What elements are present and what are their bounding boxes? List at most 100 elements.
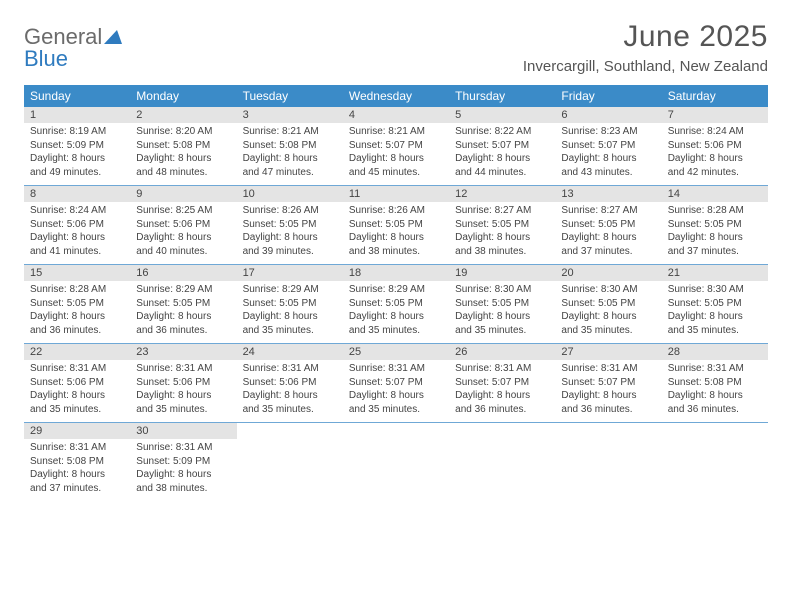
day-body: Sunrise: 8:21 AMSunset: 5:07 PMDaylight:…: [343, 123, 449, 185]
sunset-text: Sunset: 5:08 PM: [136, 139, 230, 153]
day-header-sun: Sunday: [24, 85, 130, 107]
sunset-text: Sunset: 5:05 PM: [136, 297, 230, 311]
day-number: 30: [130, 423, 236, 439]
sunset-text: Sunset: 5:05 PM: [243, 218, 337, 232]
daylight-text: Daylight: 8 hours and 36 minutes.: [136, 310, 230, 337]
daylight-text: Daylight: 8 hours and 36 minutes.: [30, 310, 124, 337]
sunset-text: Sunset: 5:06 PM: [136, 218, 230, 232]
day-body: Sunrise: 8:23 AMSunset: 5:07 PMDaylight:…: [555, 123, 661, 185]
day-header-wed: Wednesday: [343, 85, 449, 107]
day-number: 25: [343, 344, 449, 360]
daylight-text: Daylight: 8 hours and 36 minutes.: [455, 389, 549, 416]
day-cell: 19Sunrise: 8:30 AMSunset: 5:05 PMDayligh…: [449, 265, 555, 343]
day-number: 18: [343, 265, 449, 281]
day-header-sat: Saturday: [662, 85, 768, 107]
day-number: 16: [130, 265, 236, 281]
week-row: 15Sunrise: 8:28 AMSunset: 5:05 PMDayligh…: [24, 265, 768, 344]
day-body: Sunrise: 8:31 AMSunset: 5:06 PMDaylight:…: [24, 360, 130, 422]
daylight-text: Daylight: 8 hours and 35 minutes.: [243, 310, 337, 337]
daylight-text: Daylight: 8 hours and 36 minutes.: [668, 389, 762, 416]
day-body: Sunrise: 8:24 AMSunset: 5:06 PMDaylight:…: [662, 123, 768, 185]
day-header-tue: Tuesday: [237, 85, 343, 107]
sunrise-text: Sunrise: 8:28 AM: [668, 204, 762, 218]
day-number: 5: [449, 107, 555, 123]
daylight-text: Daylight: 8 hours and 37 minutes.: [561, 231, 655, 258]
sunrise-text: Sunrise: 8:20 AM: [136, 125, 230, 139]
sunset-text: Sunset: 5:07 PM: [349, 376, 443, 390]
day-body: Sunrise: 8:31 AMSunset: 5:09 PMDaylight:…: [130, 439, 236, 501]
sunrise-text: Sunrise: 8:30 AM: [668, 283, 762, 297]
day-cell: 18Sunrise: 8:29 AMSunset: 5:05 PMDayligh…: [343, 265, 449, 343]
daylight-text: Daylight: 8 hours and 35 minutes.: [349, 389, 443, 416]
day-cell: 25 Sunrise: 8:31 AMSunset: 5:07 PMDayligh…: [343, 344, 449, 422]
logo: General Blue: [24, 26, 122, 70]
sunrise-text: Sunrise: 8:31 AM: [561, 362, 655, 376]
day-number: 10: [237, 186, 343, 202]
day-number: 13: [555, 186, 661, 202]
day-number: 7: [662, 107, 768, 123]
sunset-text: Sunset: 5:07 PM: [455, 376, 549, 390]
day-number: 14: [662, 186, 768, 202]
daylight-text: Daylight: 8 hours and 35 minutes.: [30, 389, 124, 416]
sunset-text: Sunset: 5:09 PM: [30, 139, 124, 153]
sunrise-text: Sunrise: 8:31 AM: [455, 362, 549, 376]
day-body: Sunrise: 8:24 AMSunset: 5:06 PMDaylight:…: [24, 202, 130, 264]
daylight-text: Daylight: 8 hours and 37 minutes.: [30, 468, 124, 495]
day-body: Sunrise: 8:30 AMSunset: 5:05 PMDaylight:…: [662, 281, 768, 343]
day-number: 21: [662, 265, 768, 281]
sunset-text: Sunset: 5:08 PM: [668, 376, 762, 390]
day-body: Sunrise: 8:29 AMSunset: 5:05 PMDaylight:…: [237, 281, 343, 343]
day-body: Sunrise: 8:26 AMSunset: 5:05 PMDaylight:…: [343, 202, 449, 264]
sunrise-text: Sunrise: 8:28 AM: [30, 283, 124, 297]
day-body: Sunrise: 8:29 AMSunset: 5:05 PMDaylight:…: [343, 281, 449, 343]
day-cell: 8Sunrise: 8:24 AMSunset: 5:06 PMDaylight…: [24, 186, 130, 264]
day-body: Sunrise: 8:31 AMSunset: 5:08 PMDaylight:…: [662, 360, 768, 422]
sunrise-text: Sunrise: 8:26 AM: [243, 204, 337, 218]
day-number: 19: [449, 265, 555, 281]
sunrise-text: Sunrise: 8:27 AM: [455, 204, 549, 218]
sunrise-text: Sunrise: 8:31 AM: [243, 362, 337, 376]
day-cell: 10 Sunrise: 8:26 AMSunset: 5:05 PMDayligh…: [237, 186, 343, 264]
sunrise-text: Sunrise: 8:26 AM: [349, 204, 443, 218]
daylight-text: Daylight: 8 hours and 35 minutes.: [349, 310, 443, 337]
sunset-text: Sunset: 5:09 PM: [136, 455, 230, 469]
day-cell: 30Sunrise: 8:31 AMSunset: 5:09 PMDayligh…: [130, 423, 236, 501]
sunrise-text: Sunrise: 8:31 AM: [349, 362, 443, 376]
daylight-text: Daylight: 8 hours and 42 minutes.: [668, 152, 762, 179]
day-body: Sunrise: 8:30 AMSunset: 5:05 PMDaylight:…: [449, 281, 555, 343]
day-header-mon: Monday: [130, 85, 236, 107]
sunset-text: Sunset: 5:05 PM: [668, 297, 762, 311]
day-number: 29: [24, 423, 130, 439]
day-cell: 27Sunrise: 8:31 AMSunset: 5:07 PMDayligh…: [555, 344, 661, 422]
day-cell: 13Sunrise: 8:27 AMSunset: 5:05 PMDayligh…: [555, 186, 661, 264]
day-number: 11: [343, 186, 449, 202]
sunrise-text: Sunrise: 8:31 AM: [30, 362, 124, 376]
day-cell: 1Sunrise: 8:19 AMSunset: 5:09 PMDaylight…: [24, 107, 130, 185]
day-cell: 20Sunrise: 8:30 AMSunset: 5:05 PMDayligh…: [555, 265, 661, 343]
day-body: Sunrise: 8:30 AMSunset: 5:05 PMDaylight:…: [555, 281, 661, 343]
day-body: Sunrise: 8:31 AMSunset: 5:06 PMDaylight:…: [237, 360, 343, 422]
week-row: 29Sunrise: 8:31 AMSunset: 5:08 PMDayligh…: [24, 423, 768, 501]
day-cell: 29Sunrise: 8:31 AMSunset: 5:08 PMDayligh…: [24, 423, 130, 501]
day-body: Sunrise: 8:31 AMSunset: 5:06 PMDaylight:…: [130, 360, 236, 422]
day-number: 26: [449, 344, 555, 360]
daylight-text: Daylight: 8 hours and 39 minutes.: [243, 231, 337, 258]
page-title: June 2025: [523, 20, 768, 54]
sunset-text: Sunset: 5:07 PM: [455, 139, 549, 153]
title-block: June 2025 Invercargill, Southland, New Z…: [523, 20, 768, 75]
day-cell: 23Sunrise: 8:31 AMSunset: 5:06 PMDayligh…: [130, 344, 236, 422]
logo-word2: Blue: [24, 46, 68, 71]
sunset-text: Sunset: 5:06 PM: [30, 218, 124, 232]
sunset-text: Sunset: 5:07 PM: [349, 139, 443, 153]
daylight-text: Daylight: 8 hours and 48 minutes.: [136, 152, 230, 179]
day-body: Sunrise: 8:27 AMSunset: 5:05 PMDaylight:…: [555, 202, 661, 264]
sunrise-text: Sunrise: 8:23 AM: [561, 125, 655, 139]
day-cell: 2Sunrise: 8:20 AMSunset: 5:08 PMDaylight…: [130, 107, 236, 185]
day-cell: 9Sunrise: 8:25 AMSunset: 5:06 PMDaylight…: [130, 186, 236, 264]
sunrise-text: Sunrise: 8:27 AM: [561, 204, 655, 218]
daylight-text: Daylight: 8 hours and 35 minutes.: [668, 310, 762, 337]
day-cell: [343, 423, 449, 501]
sunset-text: Sunset: 5:06 PM: [136, 376, 230, 390]
sunset-text: Sunset: 5:05 PM: [455, 297, 549, 311]
day-cell: [449, 423, 555, 501]
